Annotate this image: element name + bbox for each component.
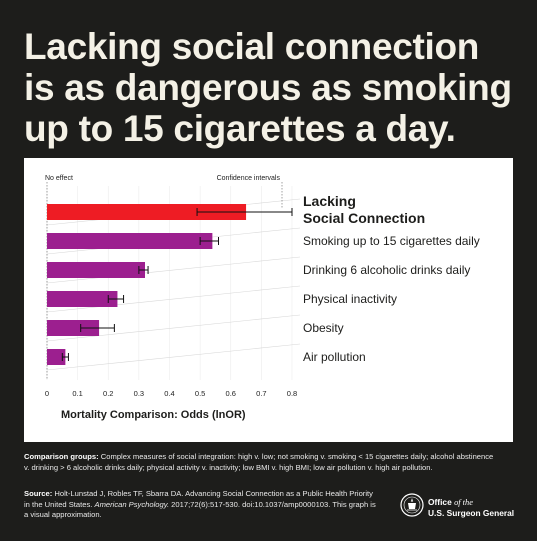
surgeon-general-name: U.S. Surgeon General [428, 508, 515, 518]
x-tick-label: 0.3 [134, 389, 144, 398]
x-tick-label: 0.6 [226, 389, 236, 398]
guide-line [46, 343, 301, 371]
category-label: Social Connection [303, 210, 425, 226]
category-label: Physical inactivity [303, 292, 397, 306]
source-journal: American Psychology. [94, 499, 170, 509]
category-label: Smoking up to 15 cigarettes daily [303, 234, 480, 248]
guide-line [46, 314, 301, 342]
seal-icon [400, 493, 424, 517]
office-word: Office [428, 497, 452, 507]
headline: Lacking social connection is as dangerou… [24, 26, 524, 149]
bar-chart: No effect Confidence intervals LackingSoci… [45, 175, 480, 421]
source-note: Source: Holt-Lunstad J, Robles TF, Sbarr… [24, 489, 380, 521]
chart-panel: No effect Confidence intervals Lacking Soci… [24, 158, 513, 442]
source-text-end: 2017;72(6):517-530. doi:10.1037/amp00001… [24, 499, 376, 520]
bar [47, 349, 66, 365]
x-axis-title: Mortality Comparison: Odds (lnOR) [61, 409, 246, 421]
no-effect-label: No effect [45, 175, 73, 182]
office-name: Office of the U.S. Surgeon General [428, 497, 514, 518]
x-tick-label: 0.5 [195, 389, 205, 398]
x-tick-label: 0.8 [287, 389, 297, 398]
x-tick-label: 0.1 [72, 389, 82, 398]
confidence-intervals-label: Confidence intervals [217, 175, 281, 182]
comparison-groups-text: Complex measures of social integration: … [24, 452, 494, 472]
source-label: Source: [24, 489, 53, 498]
guide-line [46, 285, 301, 313]
category-label: Air pollution [303, 350, 366, 364]
x-tick-label: 0.4 [164, 389, 174, 398]
bar [47, 262, 145, 278]
category-label: Lacking [303, 193, 356, 209]
x-tick-label: 0.7 [256, 389, 266, 398]
headline-line: is as dangerous as smoking [24, 67, 512, 108]
bar [47, 233, 213, 249]
x-tick-label: 0 [45, 389, 49, 398]
headline-line: Lacking social connection [24, 26, 480, 67]
bar [47, 320, 100, 336]
comparison-groups-label: Comparison groups: [24, 452, 99, 461]
of-the-word: of the [454, 498, 473, 507]
surgeon-general-logo: Office of the U.S. Surgeon General [400, 493, 530, 527]
comparison-groups-note: Comparison groups: Complex measures of s… [24, 452, 494, 473]
bar [47, 204, 247, 220]
category-label: Obesity [303, 321, 344, 335]
x-tick-label: 0.2 [103, 389, 113, 398]
guide-line [46, 256, 301, 284]
headline-line: up to 15 cigarettes a day. [24, 108, 456, 149]
source-text: Holt-Lunstad J, Robles TF, Sbarra DA. Ad… [24, 489, 373, 509]
bar [47, 291, 118, 307]
category-label: Drinking 6 alcoholic drinks daily [303, 263, 470, 277]
